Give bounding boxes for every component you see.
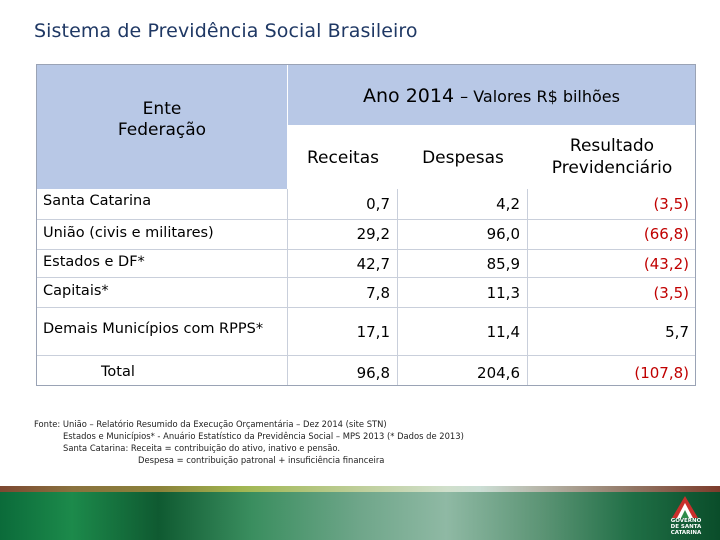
row-label: Estados e DF* <box>43 254 145 270</box>
logo-text-line: CATARINA <box>670 530 702 536</box>
cell-despesas: 11,3 <box>486 284 520 302</box>
cell-despesas: 96,0 <box>486 225 520 243</box>
divider-col2 <box>397 189 398 385</box>
logo-text-line: DE SANTA <box>670 524 702 530</box>
cell-resultado: (107,8) <box>634 364 689 382</box>
divider-col3 <box>527 189 528 385</box>
footer-color-strip <box>0 486 720 492</box>
header-ente-line1: Ente <box>142 99 182 119</box>
footnote-line: Fonte: União – Relatório Resumido da Exe… <box>34 419 387 429</box>
cell-receitas: 96,8 <box>356 364 390 382</box>
row-divider <box>37 219 695 220</box>
footnote-line: Santa Catarina: Receita = contribuição d… <box>63 443 341 453</box>
header-year-cell <box>288 65 695 126</box>
header-year-label: Ano 2014 – Valores R$ bilhões <box>288 85 695 107</box>
cell-despesas: 85,9 <box>486 255 520 273</box>
header-columns-row <box>288 126 695 189</box>
cell-resultado: 5,7 <box>665 323 689 341</box>
col-resultado-header: Resultado Previdenciário <box>528 135 696 179</box>
header-year-main: Ano 2014 <box>363 85 455 107</box>
col-receitas-header: Receitas <box>307 148 379 168</box>
header-year-sub: – Valores R$ bilhões <box>460 87 620 106</box>
col-despesas-header: Despesas <box>422 148 504 168</box>
footnote-line: Estados e Municípios* - Anuário Estatíst… <box>63 431 464 441</box>
cell-despesas: 4,2 <box>496 195 520 213</box>
col-resultado-line2: Previdenciário <box>551 158 673 178</box>
header-ente-cell <box>37 65 288 189</box>
cell-despesas: 204,6 <box>477 364 520 382</box>
row-divider <box>37 307 695 308</box>
cell-resultado: (66,8) <box>643 225 689 243</box>
row-label-total: Total <box>101 364 135 380</box>
header-ente-line2: Federação <box>117 120 207 140</box>
cell-resultado: (43,2) <box>643 255 689 273</box>
header-ente-label: Ente Federação <box>37 99 287 141</box>
cell-resultado: (3,5) <box>653 284 689 302</box>
row-label: União (civis e militares) <box>43 225 214 241</box>
cell-receitas: 42,7 <box>356 255 390 273</box>
cell-receitas: 0,7 <box>366 195 390 213</box>
row-label: Santa Catarina <box>43 193 152 209</box>
row-label: Demais Municípios com RPPS* <box>43 321 264 337</box>
row-divider <box>37 355 695 356</box>
footnote-line: Despesa = contribuição patronal + insufi… <box>138 455 385 465</box>
row-label: Capitais* <box>43 283 109 299</box>
state-flag-logo-icon <box>672 496 698 518</box>
logo-text-line: GOVERNO <box>670 518 702 524</box>
divider-col1 <box>287 189 288 385</box>
logo-text: GOVERNO DE SANTA CATARINA <box>658 518 714 536</box>
pension-table: Ente Federação Ano 2014 – Valores R$ bil… <box>36 64 696 386</box>
row-divider <box>37 277 695 278</box>
cell-resultado: (3,5) <box>653 195 689 213</box>
cell-receitas: 17,1 <box>356 323 390 341</box>
source-footnote: Fonte: União – Relatório Resumido da Exe… <box>34 418 464 466</box>
row-divider <box>37 249 695 250</box>
cell-receitas: 29,2 <box>356 225 390 243</box>
footer-banner <box>0 486 720 540</box>
col-resultado-line1: Resultado <box>569 136 655 156</box>
page-title: Sistema de Previdência Social Brasileiro <box>34 20 418 42</box>
cell-despesas: 11,4 <box>486 323 520 341</box>
cell-receitas: 7,8 <box>366 284 390 302</box>
